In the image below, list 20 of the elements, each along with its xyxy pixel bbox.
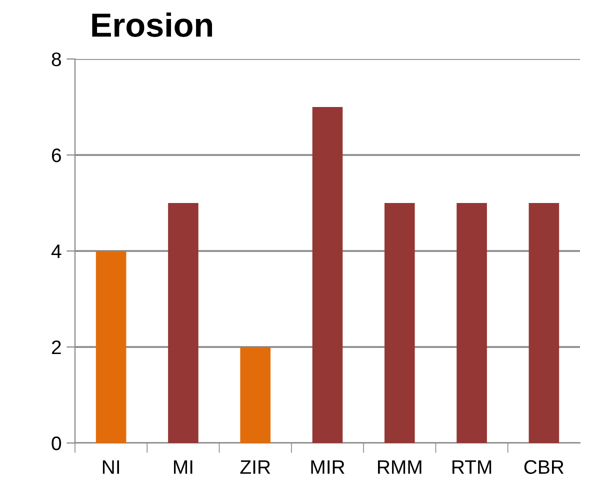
x-tick-label: ZIR bbox=[240, 460, 270, 474]
bar bbox=[528, 203, 560, 443]
bar bbox=[384, 203, 415, 443]
x-tick-label: NI bbox=[102, 460, 119, 474]
bar bbox=[240, 347, 271, 443]
x-tick-label: MIR bbox=[311, 460, 344, 474]
y-tick-label: 6 bbox=[52, 148, 61, 162]
bar bbox=[456, 203, 487, 443]
x-tick-label: RTM bbox=[452, 460, 492, 474]
chart-title: Erosion bbox=[92, 12, 212, 37]
x-tick-label: RMM bbox=[378, 460, 422, 474]
y-tick-label: 8 bbox=[52, 52, 61, 66]
y-tick-label: 4 bbox=[51, 244, 62, 258]
bar bbox=[168, 203, 198, 443]
y-tick-label: 0 bbox=[52, 436, 62, 450]
x-tick-label: CBR bbox=[524, 460, 564, 474]
x-tick-label: MI bbox=[174, 460, 192, 474]
bar bbox=[96, 251, 126, 443]
bar bbox=[312, 107, 343, 443]
y-tick-label: 2 bbox=[52, 340, 61, 354]
